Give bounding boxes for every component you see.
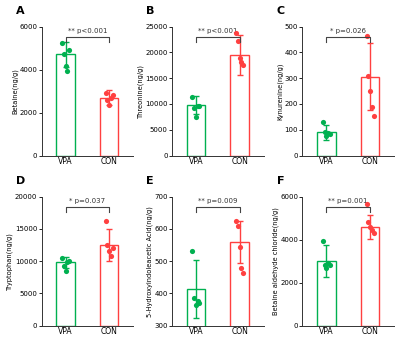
Text: * p=0.037: * p=0.037 (69, 198, 105, 204)
Point (323, 265, 330, 270)
Point (62, 63, 69, 69)
Y-axis label: Tryptophan(ng/g): Tryptophan(ng/g) (7, 232, 14, 290)
Point (320, 238, 326, 244)
Y-axis label: Threonine(ng/g): Threonine(ng/g) (138, 64, 144, 118)
Point (323, 133, 330, 139)
Point (108, 95, 114, 100)
Y-axis label: Betaine(ng/g): Betaine(ng/g) (12, 68, 18, 114)
Bar (317, 132, 336, 156)
Bar (361, 77, 379, 156)
Point (365, 220, 371, 225)
Point (191, 296, 197, 301)
Point (367, 224, 373, 229)
Point (103, 91, 109, 96)
Point (64, 260, 71, 265)
Bar (100, 97, 118, 156)
Text: ** p=0.001: ** p=0.001 (328, 198, 368, 204)
Point (322, 130, 328, 135)
Point (196, 300, 203, 306)
Point (325, 130, 331, 135)
Point (191, 105, 197, 111)
Point (189, 95, 196, 100)
Point (109, 93, 116, 98)
Y-axis label: Betaine aldehyde chloride(ng/g): Betaine aldehyde chloride(ng/g) (272, 207, 279, 315)
Point (233, 30, 239, 35)
Point (194, 103, 201, 108)
Point (106, 102, 112, 108)
Bar (187, 105, 205, 156)
Text: B: B (146, 6, 155, 16)
Y-axis label: Kynurenine(ng/g): Kynurenine(ng/g) (277, 62, 283, 120)
Bar (317, 261, 336, 326)
Bar (100, 245, 118, 326)
Point (238, 265, 245, 270)
Point (59, 40, 65, 45)
Point (103, 218, 109, 224)
Point (370, 113, 377, 118)
Point (59, 255, 65, 261)
Bar (231, 55, 249, 156)
Point (62, 268, 69, 274)
Point (194, 298, 201, 303)
Y-axis label: 5-Hydroxyindoleacetic Acid(ng/g): 5-Hydroxyindoleacetic Acid(ng/g) (146, 206, 153, 317)
Point (108, 253, 114, 259)
Point (240, 62, 246, 68)
Point (320, 119, 326, 125)
Point (363, 33, 370, 38)
Point (327, 132, 333, 137)
Point (235, 223, 241, 228)
Point (369, 227, 375, 233)
Point (327, 263, 333, 268)
Point (367, 88, 373, 94)
Point (104, 242, 111, 248)
Point (370, 230, 377, 236)
Point (325, 261, 331, 266)
Text: E: E (146, 176, 154, 186)
Point (193, 302, 199, 307)
Text: ** p<0.001: ** p<0.001 (198, 28, 237, 34)
Point (64, 68, 71, 73)
Point (237, 55, 243, 60)
Point (189, 249, 196, 254)
Point (365, 73, 371, 78)
Point (61, 263, 67, 269)
Point (66, 258, 72, 264)
Text: ** p<0.001: ** p<0.001 (68, 28, 107, 34)
Text: * p=0.026: * p=0.026 (330, 28, 366, 34)
Point (363, 201, 370, 207)
Point (237, 244, 243, 249)
Bar (361, 227, 379, 326)
Text: C: C (277, 6, 285, 16)
Point (235, 38, 241, 44)
Point (61, 52, 67, 57)
Point (193, 115, 199, 120)
Text: F: F (277, 176, 284, 186)
Point (106, 249, 112, 254)
Point (104, 97, 111, 103)
Point (369, 104, 375, 109)
Point (233, 218, 239, 224)
Point (66, 47, 72, 53)
Text: ** p=0.009: ** p=0.009 (198, 198, 237, 204)
Bar (57, 262, 75, 326)
Point (196, 103, 203, 109)
Point (238, 59, 245, 64)
Text: D: D (16, 176, 25, 186)
Point (109, 246, 116, 251)
Bar (231, 243, 249, 343)
Text: A: A (16, 6, 24, 16)
Point (322, 263, 328, 268)
Bar (57, 55, 75, 156)
Point (240, 271, 246, 276)
Bar (187, 288, 205, 343)
